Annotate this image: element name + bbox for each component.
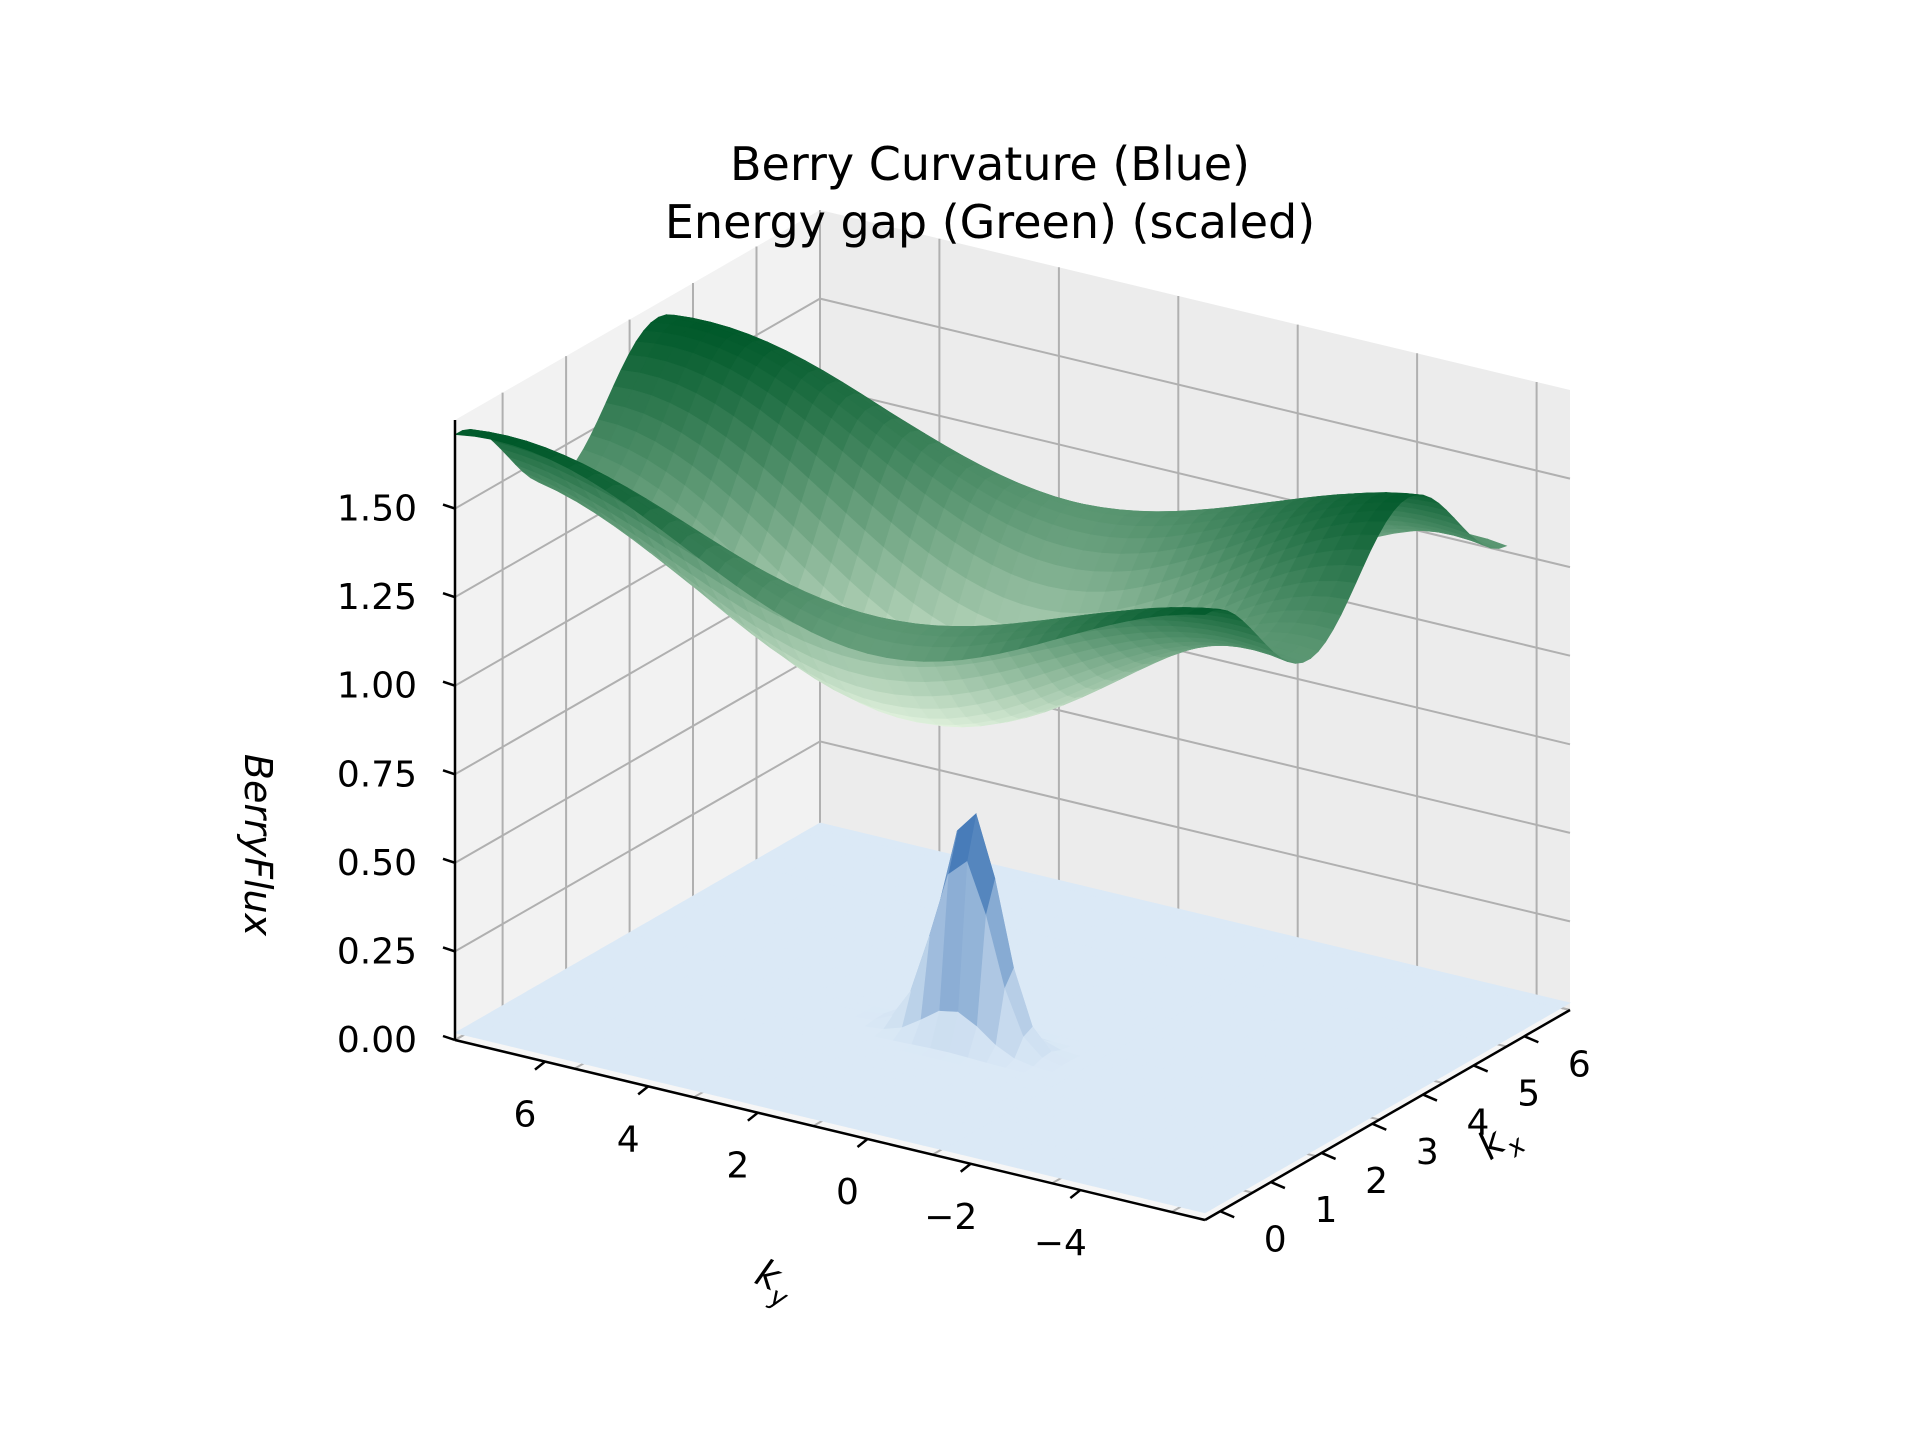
x-tick-mark (1219, 1210, 1235, 1219)
right-axis-line (1204, 1008, 1571, 1222)
z-tick-mark (442, 503, 456, 510)
y-tick-label: −4 (1034, 1223, 1087, 1264)
x-tick-mark (1473, 1064, 1489, 1073)
y-tick-label: 2 (726, 1146, 749, 1187)
x-tick-mark (1422, 1093, 1438, 1102)
x-tick-label: 1 (1314, 1190, 1337, 1231)
x-tick-label: 5 (1517, 1073, 1540, 1114)
y-tick-mark (959, 1162, 972, 1173)
y-axis-label: ky (745, 1250, 802, 1315)
z-tick-label: 0.25 (337, 931, 417, 972)
y-tick-mark (856, 1138, 869, 1148)
z-tick-label: 1.00 (337, 666, 417, 707)
y-tick-mark (637, 1085, 649, 1096)
x-tick-mark (1270, 1180, 1286, 1190)
x-tick-label: 3 (1416, 1132, 1439, 1173)
z-tick-mark (442, 769, 456, 776)
y-tick-label: 4 (617, 1119, 640, 1160)
y-tick-mark (1069, 1189, 1082, 1200)
z-tick-label: 0.00 (337, 1020, 417, 1061)
z-tick-label: 0.75 (337, 754, 417, 795)
z-tick-mark (442, 857, 456, 865)
chart-title-line-2: Energy gap (Green) (scaled) (665, 195, 1315, 249)
z-tick-label: 1.50 (337, 489, 417, 530)
y-tick-label: 0 (836, 1172, 859, 1213)
berry-curvature-cell (454, 1027, 484, 1038)
x-tick-label: 6 (1568, 1044, 1591, 1085)
x-tick-mark (1523, 1035, 1539, 1044)
svg-text:ky: ky (745, 1250, 802, 1315)
surfaces (453, 314, 1571, 1214)
z-axis-label: BerryFlux (236, 754, 280, 937)
x-tick-mark (1321, 1151, 1337, 1161)
x-tick-label: 4 (1467, 1103, 1490, 1144)
z-tick-mark (442, 591, 456, 599)
grid-line-z (454, 740, 1571, 953)
z-tick-mark (442, 946, 456, 953)
chart-title-line-1: Berry Curvature (Blue) (730, 137, 1250, 191)
x-tick-label: 2 (1365, 1161, 1388, 1202)
z-tick-label: 1.25 (337, 577, 417, 618)
y-tick-label: −2 (924, 1197, 977, 1238)
x-tick-mark (1371, 1122, 1387, 1131)
y-tick-mark (534, 1060, 546, 1071)
axis-lines (442, 420, 1571, 1222)
z-tick-mark (442, 1034, 456, 1042)
y-tick-mark (747, 1111, 759, 1122)
z-tick-mark (442, 680, 456, 687)
z-tick-label: 0.50 (337, 843, 417, 884)
x-tick-label: 0 (1264, 1219, 1287, 1260)
grid-line-z (454, 297, 1571, 510)
y-tick-label: 6 (514, 1095, 537, 1136)
energy-gap-cell (453, 430, 483, 437)
